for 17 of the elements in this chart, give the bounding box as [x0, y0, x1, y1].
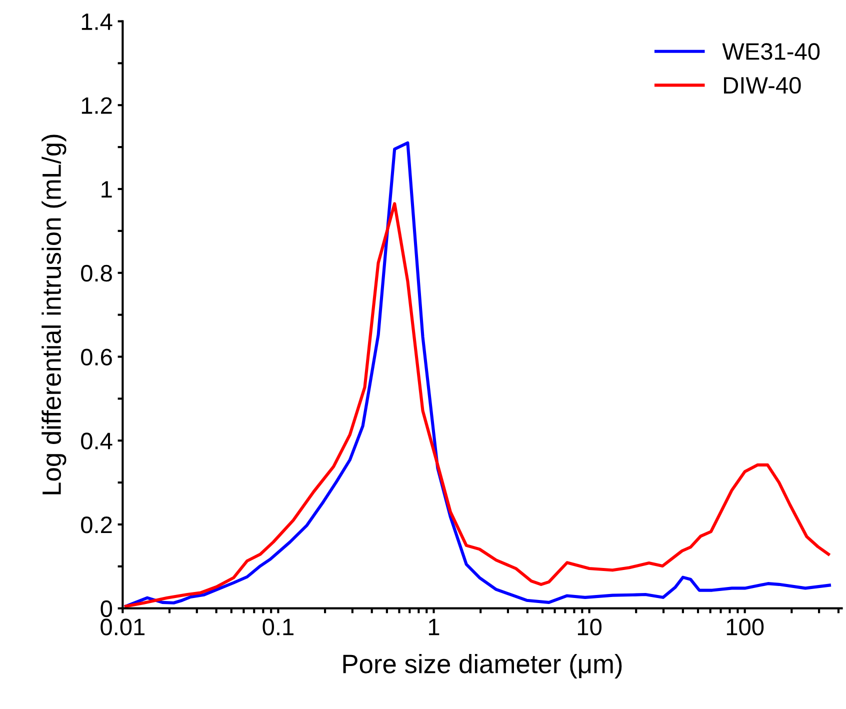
x-tick-label: 0.1 [262, 618, 294, 636]
y-tick-label: 1.4 [82, 14, 112, 30]
legend-label: WE31-40 [722, 43, 820, 60]
y-tick-label: 0 [100, 600, 112, 618]
y-axis-title: Log differential intrusion (mL/g) [42, 134, 66, 494]
y-tick-label: 0.8 [81, 264, 112, 282]
legend-label: DIW-40 [724, 76, 801, 94]
y-tick-label: 0.2 [81, 516, 112, 534]
x-axis-title: Pore size diameter (μm) [343, 654, 622, 679]
y-tick-label: 1.2 [82, 97, 112, 114]
x-tick-label: 100 [726, 618, 764, 636]
y-tick-label: 1 [102, 181, 112, 198]
x-tick-label: 0.01 [100, 618, 144, 636]
y-tick-label: 0.6 [81, 348, 112, 366]
x-tick-label: 1 [428, 618, 440, 636]
y-tick-label: 0.4 [81, 432, 112, 450]
x-tick-label: 10 [578, 618, 602, 636]
